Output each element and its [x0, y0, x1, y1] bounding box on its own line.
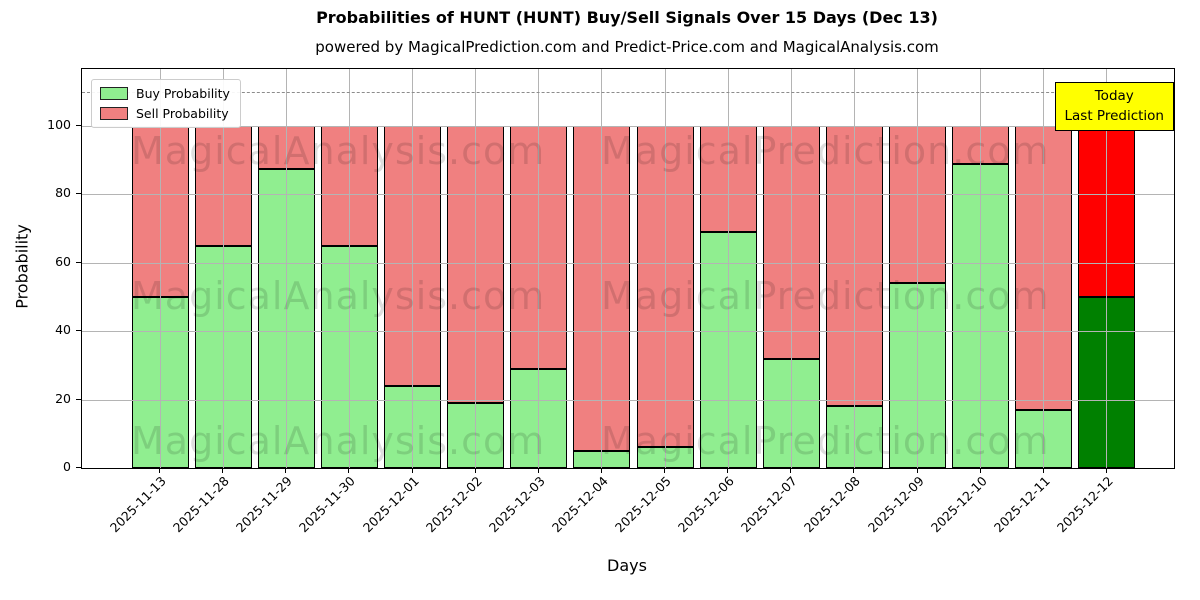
- y-tick-mark: [76, 261, 81, 263]
- x-tick-mark: [159, 468, 160, 473]
- y-tick-mark: [76, 330, 81, 332]
- x-tick-mark: [916, 468, 918, 473]
- y-tick-label-40: 40: [55, 322, 71, 338]
- today-annotation-box: Today Last Prediction: [1054, 82, 1174, 131]
- gridline-h-80: [82, 194, 1174, 196]
- gridline-v: [475, 69, 477, 468]
- x-tick-mark: [600, 468, 602, 473]
- sell-swatch-icon: [100, 107, 128, 120]
- gridline-h-100: [82, 126, 1174, 128]
- chart-subtitle: powered by MagicalPrediction.com and Pre…: [315, 38, 939, 56]
- x-axis-label: Days: [607, 556, 647, 575]
- annotation-line1: Today: [1094, 88, 1134, 104]
- x-tick-mark: [222, 468, 224, 473]
- gridline-v: [1106, 69, 1108, 468]
- x-tick-mark: [727, 468, 729, 473]
- gridline-v: [538, 69, 540, 468]
- gridline-v: [348, 69, 350, 468]
- y-tick-mark: [76, 467, 81, 468]
- x-tick-mark: [979, 468, 981, 473]
- x-tick-mark: [853, 468, 855, 473]
- legend-sell-label: Sell Probability: [136, 106, 229, 121]
- gridline-v: [285, 69, 287, 468]
- x-tick-mark: [474, 468, 476, 473]
- y-tick-mark: [76, 398, 81, 400]
- gridline-v: [790, 69, 792, 468]
- x-tick-mark: [1042, 468, 1044, 473]
- x-tick-mark: [664, 468, 666, 473]
- gridline-h-60: [82, 262, 1174, 264]
- x-tick-mark: [285, 468, 287, 473]
- legend: Buy Probability Sell Probability: [91, 79, 241, 128]
- gridline-v: [853, 69, 855, 468]
- gridline-v: [412, 69, 414, 468]
- legend-buy-label: Buy Probability: [136, 86, 230, 101]
- plot-area: MagicalAnalysis.comMagicalPrediction.com…: [81, 68, 1175, 469]
- gridline-v: [222, 69, 224, 468]
- gridline-v: [917, 69, 919, 468]
- x-tick-mark: [411, 468, 413, 473]
- y-tick-label-100: 100: [47, 117, 71, 133]
- y-tick-label-80: 80: [55, 185, 71, 201]
- gridline-v: [601, 69, 603, 468]
- legend-item-buy: Buy Probability: [100, 86, 230, 101]
- gridline-v: [980, 69, 982, 468]
- gridline-h-40: [82, 331, 1174, 333]
- x-tick-mark: [1105, 468, 1107, 473]
- gridline-v: [159, 69, 161, 468]
- annotation-line2: Last Prediction: [1064, 108, 1164, 125]
- y-axis-label: Probability: [12, 224, 32, 309]
- gridline-v: [727, 69, 729, 468]
- gridline-v: [1043, 69, 1045, 468]
- threshold-dashed-line: [82, 91, 1174, 93]
- y-tick-label-60: 60: [55, 253, 71, 269]
- gridline-h-20: [82, 399, 1174, 401]
- y-tick-mark: [76, 125, 81, 127]
- buy-swatch-icon: [100, 87, 128, 100]
- y-tick-label-0: 0: [63, 459, 71, 474]
- gridline-v: [664, 69, 666, 468]
- y-tick-mark: [76, 193, 81, 195]
- chart-title: Probabilities of HUNT (HUNT) Buy/Sell Si…: [316, 8, 938, 27]
- x-tick-mark: [537, 468, 539, 473]
- x-tick-mark: [790, 468, 792, 473]
- y-tick-label-20: 20: [55, 390, 71, 406]
- legend-item-sell: Sell Probability: [100, 106, 230, 121]
- x-tick-mark: [348, 468, 350, 473]
